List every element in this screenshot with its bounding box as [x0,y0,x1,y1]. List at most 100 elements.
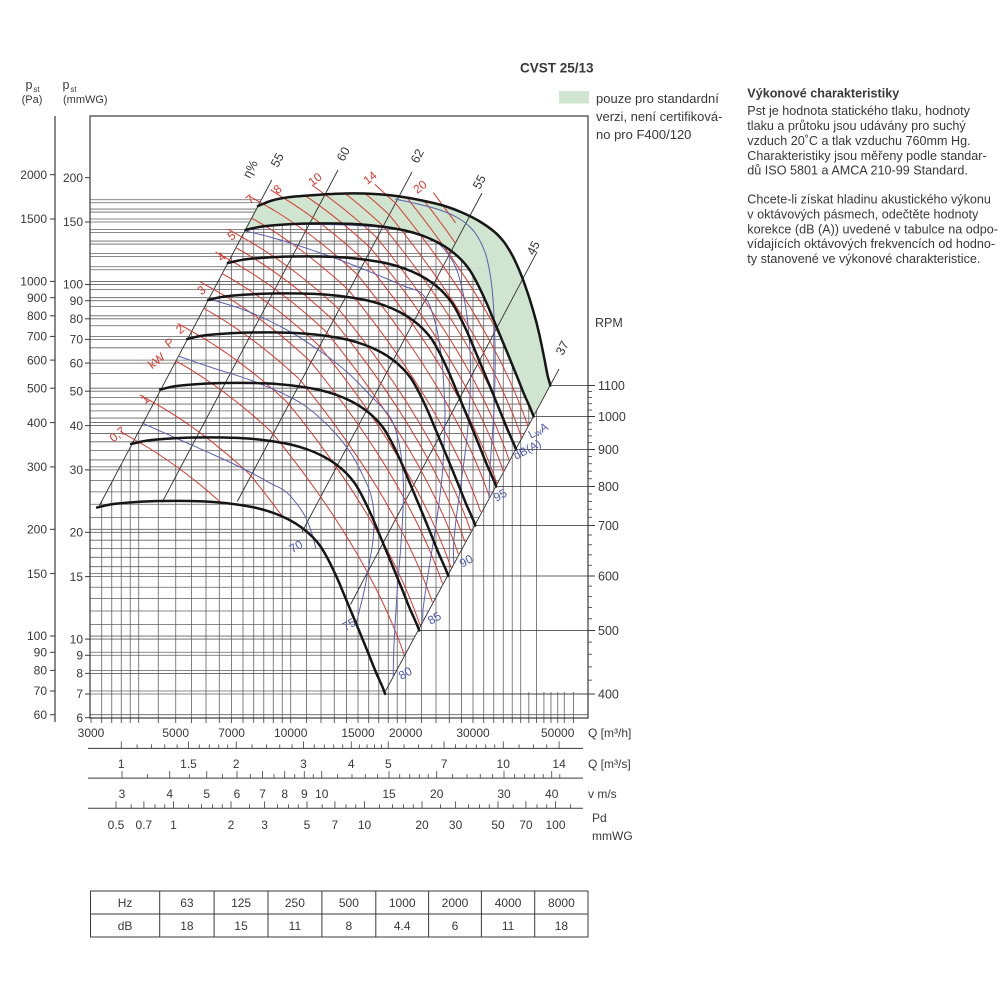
svg-text:18: 18 [555,919,569,933]
svg-text:2: 2 [228,818,235,832]
svg-text:800: 800 [598,480,619,494]
svg-text:8: 8 [76,667,83,681]
svg-text:70: 70 [34,684,48,698]
svg-text:(Pa): (Pa) [22,94,43,106]
svg-text:1: 1 [118,757,125,771]
svg-text:55: 55 [470,173,489,192]
svg-text:30: 30 [70,463,84,477]
svg-text:v m/s: v m/s [588,787,617,801]
svg-text:500: 500 [339,896,359,910]
svg-text:8: 8 [346,919,353,933]
svg-text:15: 15 [382,787,396,801]
svg-text:15000: 15000 [341,726,375,740]
svg-text:1000: 1000 [389,896,416,910]
svg-text:30: 30 [497,787,511,801]
svg-text:1.5: 1.5 [180,757,197,771]
svg-text:p: p [63,78,70,92]
svg-text:6: 6 [234,787,241,801]
svg-text:125: 125 [231,896,251,910]
svg-text:9: 9 [76,649,83,663]
svg-text:150: 150 [63,215,83,229]
svg-text:800: 800 [27,309,47,323]
svg-text:2000: 2000 [20,168,47,182]
svg-text:80: 80 [34,664,48,678]
svg-text:5: 5 [385,757,392,771]
svg-text:3: 3 [119,787,126,801]
svg-text:v oktávových pásmech, odečtěte: v oktávových pásmech, odečtěte hodnoty [747,207,979,221]
svg-text:korekce (dB (A)) uvedené v tab: korekce (dB (A)) uvedené v tabulce na od… [747,222,998,236]
svg-text:20: 20 [70,526,84,540]
svg-text:60: 60 [334,145,353,164]
svg-text:100: 100 [545,818,565,832]
svg-text:90: 90 [457,551,476,570]
svg-text:10: 10 [497,757,511,771]
svg-text:CVST 25/13: CVST 25/13 [520,61,594,76]
svg-text:900: 900 [598,443,619,457]
svg-text:900: 900 [27,291,47,305]
svg-text:90: 90 [70,294,84,308]
svg-text:40: 40 [70,419,84,433]
svg-text:Hz: Hz [118,896,133,910]
svg-text:RPM: RPM [595,316,623,330]
svg-text:Charakteristiky jsou měřeny po: Charakteristiky jsou měřeny podle standa… [747,149,986,163]
svg-text:4.4: 4.4 [394,919,411,933]
svg-text:Pd: Pd [592,811,607,825]
svg-text:vídajících oktávových frekvenc: vídajících oktávových frekvencích od hod… [747,237,995,251]
svg-text:7000: 7000 [218,726,245,740]
svg-text:10000: 10000 [274,726,308,740]
svg-text:p: p [26,78,33,92]
svg-text:7: 7 [259,787,266,801]
svg-text:40: 40 [545,787,559,801]
svg-text:600: 600 [598,569,619,583]
svg-text:150: 150 [27,567,47,581]
svg-text:300: 300 [27,460,47,474]
svg-text:8: 8 [281,787,288,801]
svg-text:80: 80 [396,664,415,683]
svg-text:Q [m³/h]: Q [m³/h] [588,726,631,740]
svg-text:600: 600 [27,353,47,367]
svg-text:7: 7 [332,818,339,832]
svg-text:60: 60 [70,356,84,370]
svg-text:tlaku a průtoku jsou udávány p: tlaku a průtoku jsou udávány pro suchý [747,119,966,133]
svg-text:mmWG: mmWG [592,829,633,843]
svg-text:10: 10 [358,818,372,832]
svg-text:400: 400 [27,416,47,430]
svg-text:37: 37 [553,339,572,358]
svg-text:st: st [70,85,77,94]
svg-text:60: 60 [34,708,48,722]
svg-text:Výkonové charakteristiky: Výkonové charakteristiky [747,87,899,101]
svg-text:5: 5 [304,818,311,832]
svg-text:50: 50 [70,384,84,398]
svg-text:50000: 50000 [541,726,575,740]
svg-text:7: 7 [441,757,448,771]
svg-text:vzduch 20˚C a tlak vzduchu 760: vzduch 20˚C a tlak vzduchu 760mm Hg. [747,134,970,148]
svg-text:pouze pro standardní: pouze pro standardní [596,91,719,106]
svg-text:80: 80 [70,312,84,326]
svg-text:3000: 3000 [78,726,105,740]
svg-text:4: 4 [348,757,355,771]
svg-text:(mmWG): (mmWG) [63,94,108,106]
svg-text:1: 1 [170,818,177,832]
svg-text:500: 500 [598,624,619,638]
svg-text:ty stanovené ve výkonové chara: ty stanovené ve výkonové charakteristice… [747,252,980,266]
svg-text:2: 2 [233,757,240,771]
svg-text:200: 200 [27,523,47,537]
svg-text:5000: 5000 [162,726,189,740]
svg-text:95: 95 [491,486,510,505]
svg-text:Pst je hodnota statického tlak: Pst je hodnota statického tlaku, hodnoty [747,104,970,118]
svg-text:11: 11 [289,919,302,933]
svg-text:20: 20 [415,818,429,832]
svg-text:6: 6 [452,919,459,933]
svg-text:5: 5 [203,787,210,801]
svg-text:0.5: 0.5 [108,818,125,832]
svg-text:2000: 2000 [442,896,469,910]
svg-text:14: 14 [552,757,566,771]
svg-text:18: 18 [180,919,194,933]
svg-text:50: 50 [491,818,505,832]
svg-text:10: 10 [315,787,329,801]
svg-text:no pro F400/120: no pro F400/120 [596,127,691,142]
svg-text:4: 4 [166,787,173,801]
svg-text:dů ISO 5801 a AMCA 210-99 Stan: dů ISO 5801 a AMCA 210-99 Standard. [747,164,968,178]
svg-text:30: 30 [449,818,463,832]
svg-text:75: 75 [340,615,359,634]
